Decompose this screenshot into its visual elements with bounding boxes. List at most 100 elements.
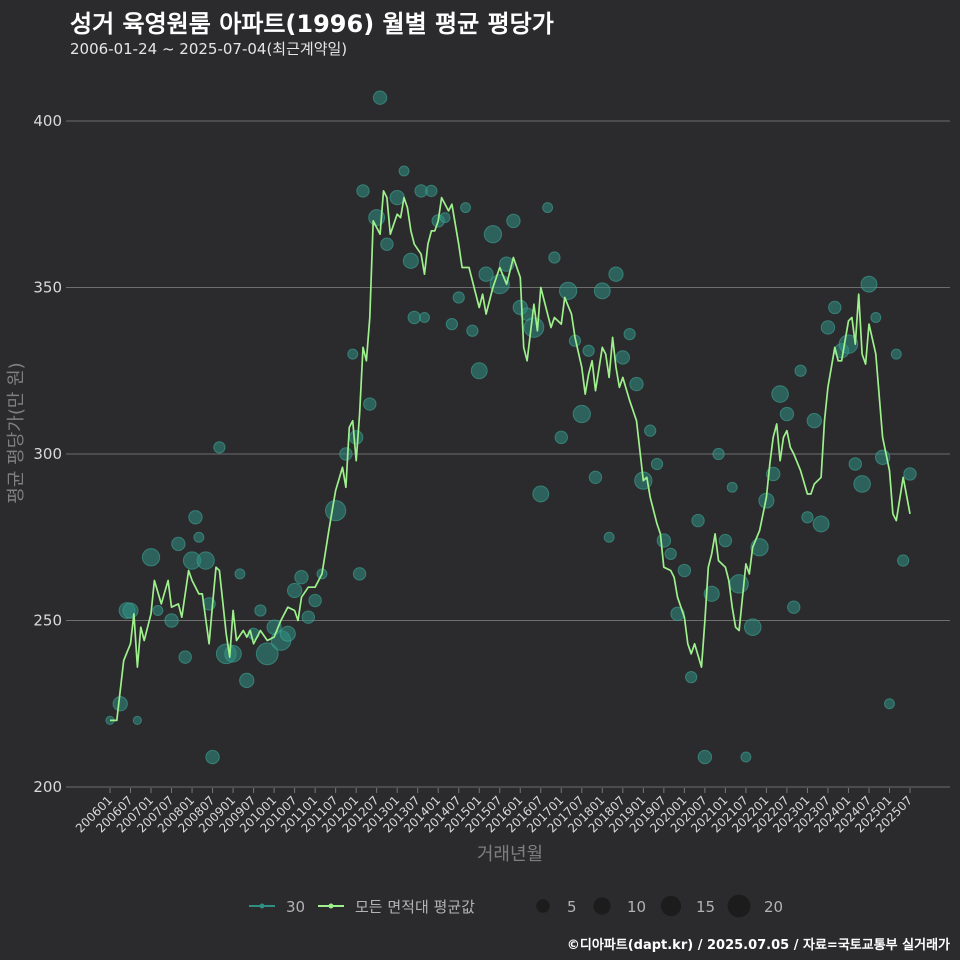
data-point xyxy=(890,348,902,360)
y-axis-ticks: 200 250 300 350 400 xyxy=(33,112,62,796)
data-point xyxy=(286,582,303,599)
data-point xyxy=(726,481,738,493)
data-point xyxy=(779,406,795,422)
legend-key-30-dot xyxy=(259,903,265,909)
x-axis-title: 거래년월 xyxy=(477,844,543,865)
data-point xyxy=(352,567,367,581)
data-point xyxy=(629,376,644,392)
data-point xyxy=(205,749,220,765)
y-tick-label: 400 xyxy=(33,112,62,130)
legend: 30 모든 면적대 평균값 5 10 15 20 xyxy=(249,894,783,918)
data-point xyxy=(718,533,733,548)
data-point xyxy=(363,397,377,411)
data-point xyxy=(558,281,578,300)
data-point xyxy=(239,672,255,689)
x-axis-ticks: 2006012006072007012007072008012008072009… xyxy=(73,788,915,836)
data-point xyxy=(582,344,595,357)
data-point xyxy=(603,531,615,543)
data-point xyxy=(548,251,561,264)
data-point xyxy=(650,457,664,471)
data-point xyxy=(254,604,267,617)
data-point xyxy=(407,310,421,325)
data-point xyxy=(903,467,917,481)
legend-size-circle xyxy=(727,894,751,918)
data-point xyxy=(608,266,624,282)
data-point xyxy=(644,424,657,437)
legend-key-average-dot xyxy=(328,903,334,909)
y-tick-label: 250 xyxy=(33,612,62,630)
average-line xyxy=(110,190,911,722)
data-point xyxy=(255,642,279,666)
data-point xyxy=(848,457,862,471)
grid-lines xyxy=(66,120,950,788)
data-point xyxy=(460,202,472,214)
data-point xyxy=(615,350,631,365)
data-point xyxy=(122,602,139,619)
y-axis-title: 평균 평당가(만 원) xyxy=(6,362,27,503)
scatter-points xyxy=(105,90,917,765)
data-point xyxy=(301,610,315,624)
legend-size-label: 10 xyxy=(627,898,646,916)
data-point xyxy=(860,275,878,293)
data-point xyxy=(703,585,720,602)
data-point xyxy=(164,613,179,628)
data-point xyxy=(712,447,725,461)
data-point xyxy=(478,266,494,282)
data-point xyxy=(132,715,142,726)
data-point xyxy=(419,312,430,323)
data-point xyxy=(697,749,713,765)
data-point xyxy=(348,430,364,445)
data-point xyxy=(308,593,322,608)
data-point xyxy=(339,447,353,461)
data-point xyxy=(439,212,451,224)
data-point xyxy=(452,291,465,304)
data-point xyxy=(178,650,192,664)
data-point xyxy=(389,189,405,206)
legend-size-label: 5 xyxy=(567,898,577,916)
data-point xyxy=(213,441,226,454)
data-point xyxy=(398,165,410,177)
y-tick-label: 300 xyxy=(33,445,62,463)
data-point xyxy=(771,385,789,403)
data-point xyxy=(470,362,488,380)
data-point xyxy=(691,513,705,528)
data-point xyxy=(372,90,388,105)
y-tick-label: 200 xyxy=(33,778,62,796)
data-point xyxy=(853,475,871,493)
data-point xyxy=(740,751,752,763)
data-point xyxy=(356,184,370,198)
data-point xyxy=(801,511,814,524)
data-point xyxy=(870,312,882,323)
data-point xyxy=(897,554,910,567)
data-point xyxy=(542,202,554,214)
legend-size-circle xyxy=(593,897,611,915)
chart-title: 성거 육영원룸 아파트(1996) 월별 평균 평당가 xyxy=(70,10,554,38)
data-point xyxy=(787,600,801,614)
data-point xyxy=(294,570,309,585)
data-point xyxy=(820,320,836,335)
data-point xyxy=(729,574,749,594)
legend-label-30: 30 xyxy=(286,898,305,916)
legend-size-circle xyxy=(660,895,682,917)
data-point xyxy=(523,317,545,338)
data-point xyxy=(677,563,692,578)
data-point xyxy=(152,605,164,616)
data-point xyxy=(506,213,521,229)
data-point xyxy=(141,548,161,567)
data-point xyxy=(171,536,186,552)
data-point xyxy=(884,698,895,710)
data-point xyxy=(656,533,672,548)
data-point xyxy=(812,515,830,533)
data-point xyxy=(593,282,611,300)
data-point xyxy=(483,225,503,244)
data-point xyxy=(196,551,215,570)
data-point xyxy=(234,568,246,580)
data-point xyxy=(588,470,603,485)
data-point xyxy=(279,625,296,642)
data-point xyxy=(664,547,677,561)
data-point xyxy=(685,670,698,684)
data-point xyxy=(532,485,550,503)
data-point xyxy=(572,404,591,424)
source-caption: ©디아파트(dapt.kr) / 2025.07.05 / 자료=국토교통부 실… xyxy=(566,938,950,953)
